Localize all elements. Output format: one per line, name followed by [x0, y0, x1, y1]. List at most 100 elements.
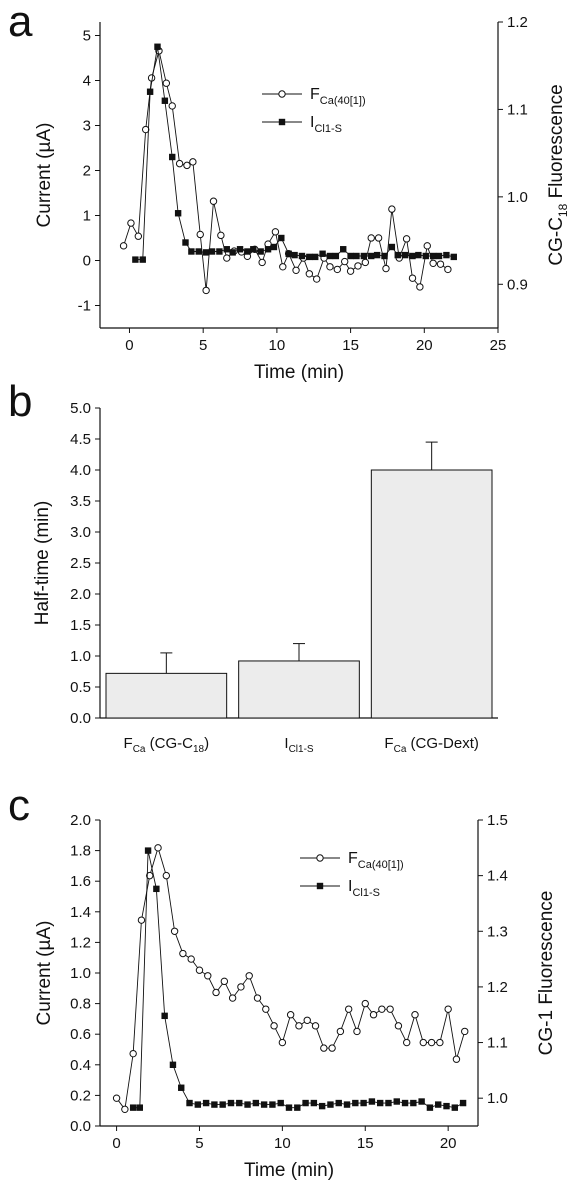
data-point	[228, 994, 237, 1002]
data-point	[277, 1099, 284, 1107]
data-point	[394, 1022, 403, 1030]
y-tick-label: 2.5	[70, 555, 91, 572]
y-left-tick-label: 0.4	[70, 1057, 91, 1074]
data-point	[264, 246, 272, 253]
data-point	[195, 248, 202, 255]
data-point	[443, 251, 450, 259]
legend-entry: ICl1-S	[348, 878, 380, 899]
category-tail: (CG-Dext)	[406, 735, 479, 752]
data-point	[450, 253, 457, 261]
panel-letter-a: a	[8, 0, 33, 46]
x-tick-label: 20	[440, 1135, 457, 1152]
legend-marker	[278, 118, 286, 126]
data-point	[237, 983, 245, 991]
y-axis-title: Half-time (min)	[32, 501, 53, 626]
data-point	[144, 847, 152, 854]
data-point	[311, 1022, 320, 1030]
data-point	[368, 252, 375, 260]
y-left-tick-label: 1.2	[70, 934, 91, 951]
data-point	[388, 243, 396, 251]
data-point	[459, 1099, 467, 1107]
data-point	[386, 1005, 394, 1013]
y-right-tick-label: 1.5	[487, 812, 508, 829]
legend-entry: FCa(40[1])	[310, 86, 366, 107]
data-point	[436, 1038, 444, 1047]
data-point	[139, 256, 146, 263]
data-point	[285, 250, 292, 257]
legend-name-main: I	[310, 114, 314, 131]
data-point	[336, 1027, 345, 1036]
y-right-title-tail: Fluorescence	[546, 84, 567, 203]
data-point	[361, 258, 370, 267]
data-point	[174, 210, 182, 217]
data-point	[332, 252, 340, 260]
data-point	[119, 242, 128, 250]
data-point	[295, 1022, 303, 1030]
bar	[238, 660, 360, 719]
data-point	[169, 153, 176, 161]
data-point	[278, 234, 285, 242]
legend-name-main: F	[348, 850, 358, 867]
y-tick-label: 4.5	[70, 431, 91, 448]
y-tick-label: 4.0	[70, 462, 91, 479]
data-point	[340, 246, 347, 253]
data-point	[401, 251, 409, 259]
data-point	[328, 1044, 336, 1052]
data-point	[376, 1099, 384, 1107]
panel-c-chart: 0 5 10 15 20 0.0 0.2 0.4 0.6 0.8 1.0 1.2 1.4 1.6 1.8 2.…	[34, 812, 557, 1181]
legend-marker	[278, 90, 286, 98]
data-point	[429, 252, 437, 260]
y-tick-label: 3.0	[70, 524, 91, 541]
data-point	[318, 1102, 326, 1110]
y-left-tick-label: 0.6	[70, 1026, 91, 1043]
data-point	[137, 916, 146, 924]
data-point	[303, 1016, 311, 1024]
data-point	[435, 252, 443, 260]
data-point	[220, 977, 229, 986]
data-point	[208, 248, 216, 255]
x-axis-title: Time (min)	[254, 362, 344, 383]
data-point	[312, 253, 319, 261]
data-point	[278, 1038, 287, 1047]
data-point	[257, 248, 264, 255]
data-point	[121, 1105, 129, 1114]
data-point	[393, 1098, 400, 1105]
data-point	[236, 246, 244, 253]
data-point	[340, 257, 349, 266]
data-point	[258, 258, 266, 267]
y-left-tick-label: 1.0	[70, 965, 91, 982]
data-point	[354, 262, 362, 270]
bar	[105, 672, 228, 719]
x-tick-label: 0	[125, 337, 133, 354]
data-point	[320, 1044, 328, 1052]
data-point	[385, 1099, 392, 1107]
legend-name-main: I	[348, 878, 352, 895]
y-tick-label: 0.5	[70, 679, 91, 696]
y-tick-label: 3.5	[70, 493, 91, 510]
data-point	[286, 1011, 295, 1019]
bar	[370, 469, 493, 719]
y-right-axis-title: CG-C18 Fluorescence	[546, 84, 570, 265]
data-point	[410, 1099, 417, 1107]
data-point	[444, 265, 452, 274]
data-point	[175, 159, 184, 168]
data-point	[162, 79, 171, 87]
data-point	[427, 1038, 436, 1047]
data-point	[312, 275, 321, 283]
y-right-tick-label: 1.2	[487, 979, 508, 996]
series-line-1	[135, 46, 454, 261]
y-left-axis-title: Current (µA)	[34, 123, 55, 228]
category-main: I	[284, 735, 288, 752]
category-label: FCa (CG-C18)	[124, 735, 210, 755]
legend-marker	[316, 882, 324, 890]
data-point	[269, 1101, 276, 1108]
series-line-0	[123, 50, 449, 291]
data-point	[285, 1104, 293, 1111]
data-point	[361, 999, 369, 1008]
data-point	[188, 248, 195, 255]
legend-entry: ICl1-S	[310, 114, 342, 135]
data-point	[129, 1104, 137, 1111]
data-point	[411, 1011, 419, 1019]
data-point	[326, 263, 334, 271]
data-point	[319, 250, 326, 257]
